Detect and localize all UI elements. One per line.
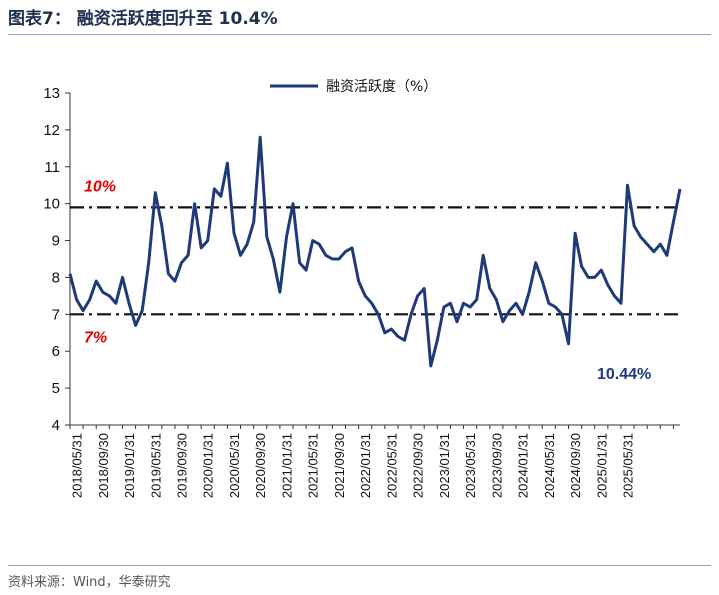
y-tick-label: 12: [43, 122, 60, 139]
x-tick-label: 2023/05/31: [463, 433, 478, 498]
y-tick-label: 6: [52, 343, 60, 360]
y-tick-label: 11: [44, 159, 60, 176]
x-tick-label: 2025/05/31: [621, 433, 636, 498]
x-axis: 2018/05/31 2018/09/30 2019/01/31 2019/05/31…: [69, 424, 680, 498]
x-tick-label: 2020/05/31: [227, 433, 242, 498]
title-divider: [8, 34, 711, 35]
y-axis: 13 12 11 10 9 8 7 6 5 4: [43, 85, 71, 434]
x-tick-label: 2024/01/31: [516, 433, 531, 498]
series-line: [68, 135, 682, 368]
legend: 融资活跃度（%）: [270, 79, 437, 95]
x-tick-label: 2020/09/30: [253, 433, 268, 498]
x-tick-label: 2020/01/31: [201, 433, 216, 498]
reference-line-label: 10%: [84, 178, 116, 195]
x-tick-label: 2019/09/30: [175, 433, 190, 498]
x-tick-label: 2023/01/31: [437, 433, 452, 498]
source-divider: [8, 565, 711, 566]
legend-label: 融资活跃度（%）: [326, 79, 437, 95]
series-group: [68, 135, 682, 368]
x-tick-label: 2025/01/31: [594, 433, 609, 498]
y-tick-label: 13: [43, 85, 60, 102]
x-tick-label: 2018/05/31: [70, 433, 85, 498]
y-tick-label: 8: [52, 269, 60, 286]
x-tick-label: 2022/09/30: [411, 433, 426, 498]
reference-line-label: 7%: [84, 329, 107, 346]
y-tick-label: 5: [52, 380, 60, 397]
x-tick-label: 2024/09/30: [568, 433, 583, 498]
x-tick-label: 2022/05/31: [384, 433, 399, 498]
x-tick-label: 2019/01/31: [122, 433, 137, 498]
y-tick-label: 4: [52, 417, 60, 434]
x-tick-label: 2019/05/31: [148, 433, 163, 498]
annotations: 10.44%: [597, 366, 651, 383]
x-tick-label: 2021/01/31: [279, 433, 294, 498]
x-tick-label: 2024/05/31: [542, 433, 557, 498]
latest-value-annotation: 10.44%: [597, 366, 651, 383]
x-tick-label: 2022/01/31: [358, 433, 373, 498]
figure-title: 图表7： 融资活跃度回升至 10.4%: [8, 9, 278, 29]
y-tick-label: 10: [43, 196, 60, 213]
x-tick-label: 2023/09/30: [489, 433, 504, 498]
x-tick-label: 2021/05/31: [306, 433, 321, 498]
y-tick-label: 9: [52, 233, 60, 250]
reference-lines: 10% 7%: [70, 178, 680, 346]
y-tick-label: 7: [52, 306, 60, 323]
x-tick-label: 2021/09/30: [332, 433, 347, 498]
x-tick-label: 2018/09/30: [96, 433, 111, 498]
source-note: 资料来源：Wind，华泰研究: [8, 575, 171, 590]
